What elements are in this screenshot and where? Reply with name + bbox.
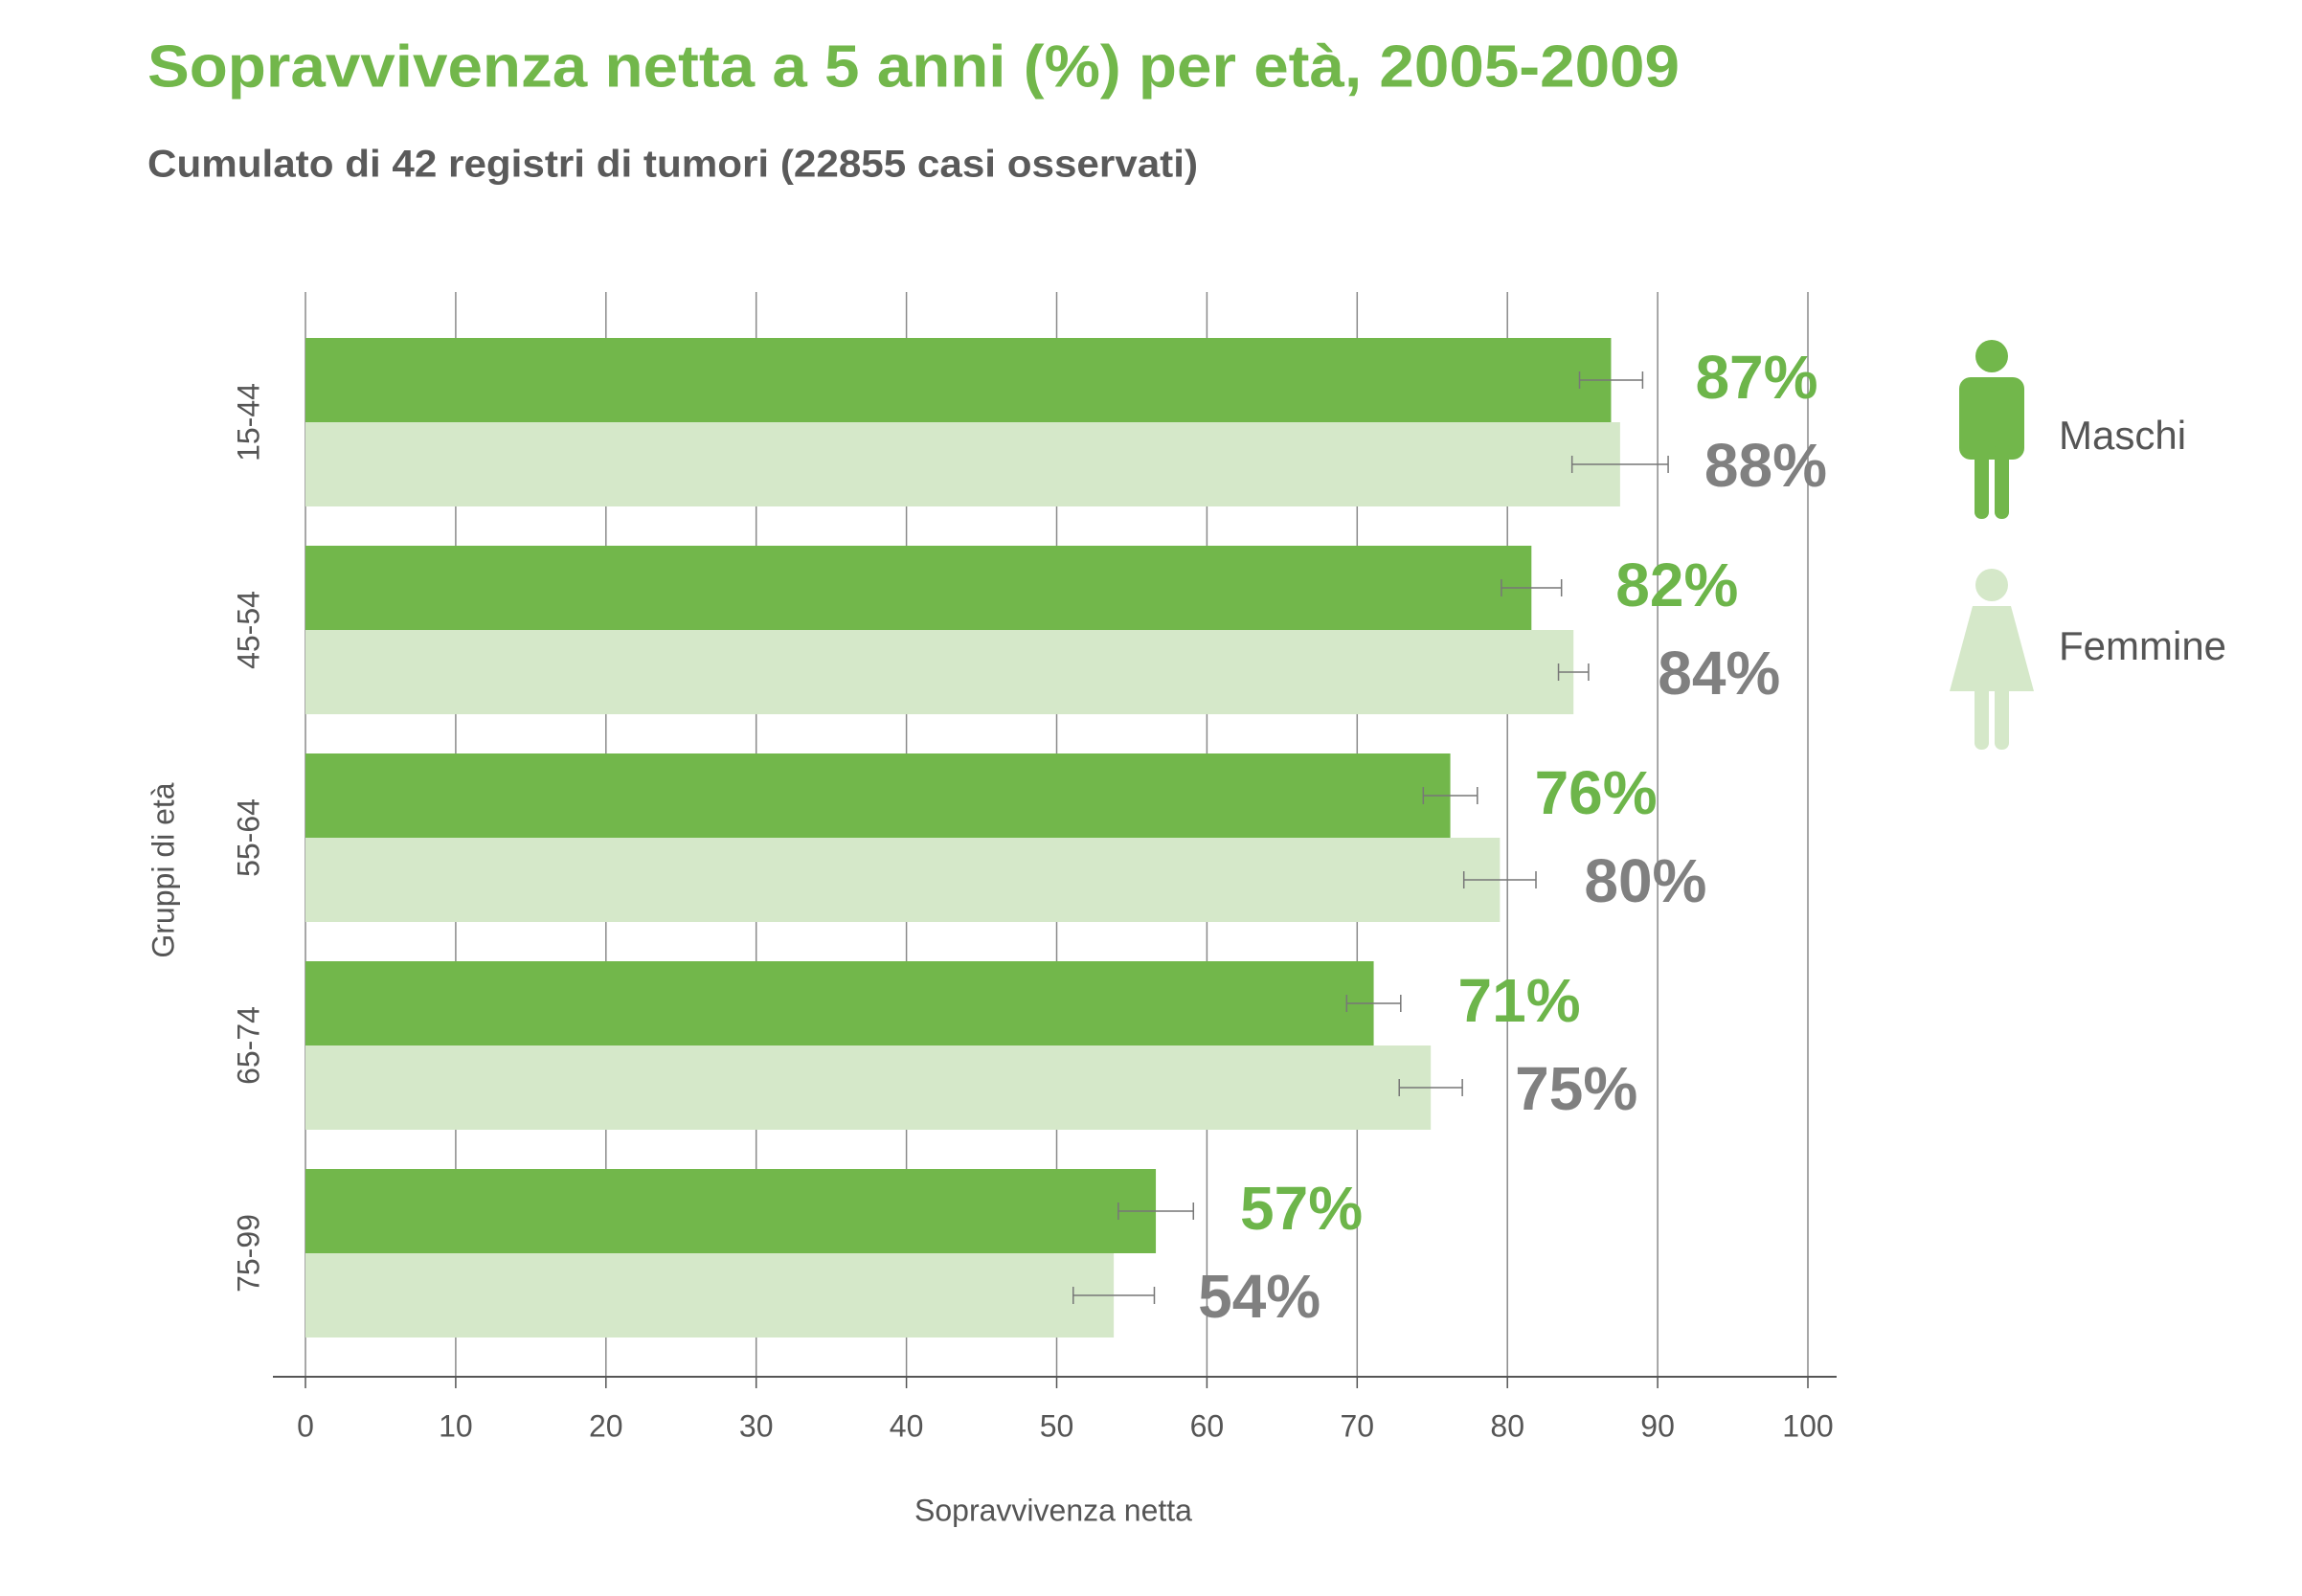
value-label: 71% <box>1458 966 1581 1035</box>
x-tick-label: 60 <box>1190 1408 1225 1443</box>
error-bar <box>1117 1203 1195 1220</box>
bar <box>305 838 1501 922</box>
y-tick-label: 45-54 <box>231 591 265 669</box>
y-tick-label: 55-64 <box>231 798 265 877</box>
x-tick-label: 50 <box>1040 1408 1074 1443</box>
x-tick-label: 80 <box>1490 1408 1524 1443</box>
bar <box>305 1253 1115 1337</box>
bar <box>305 546 1532 630</box>
x-tick-label: 10 <box>439 1408 473 1443</box>
x-tick-label: 0 <box>297 1408 314 1443</box>
x-tick-label: 30 <box>739 1408 774 1443</box>
bar <box>305 961 1374 1045</box>
chart-title: Sopravvivenza netta a 5 anni (%) per età… <box>147 34 1680 100</box>
y-tick-label: 15-44 <box>231 383 265 461</box>
bar <box>305 338 1612 422</box>
x-axis-label: Sopravvivenza netta <box>914 1493 1192 1527</box>
value-label: 82% <box>1615 551 1738 619</box>
error-bar <box>1501 579 1563 596</box>
x-tick-label: 20 <box>589 1408 623 1443</box>
y-tick-label: 75-99 <box>231 1214 265 1293</box>
value-label: 57% <box>1240 1174 1363 1243</box>
error-bar <box>1072 1287 1156 1304</box>
bar <box>305 630 1574 714</box>
value-label: 54% <box>1198 1262 1320 1331</box>
error-bar <box>1570 456 1669 473</box>
value-label: 75% <box>1515 1054 1637 1123</box>
error-bar <box>1557 663 1590 681</box>
value-label: 84% <box>1658 639 1780 708</box>
value-label: 88% <box>1704 431 1827 500</box>
error-bar <box>1422 787 1478 804</box>
x-tick-label: 90 <box>1640 1408 1675 1443</box>
legend-label: Femmine <box>2059 623 2226 668</box>
error-bar <box>1398 1079 1463 1096</box>
x-tick-label: 40 <box>890 1408 924 1443</box>
bar <box>305 1045 1432 1130</box>
error-bar <box>1345 995 1402 1012</box>
legend-label: Maschi <box>2059 413 2186 458</box>
error-bar <box>1462 871 1537 888</box>
y-axis-label: Gruppi di età <box>146 782 180 957</box>
y-tick-label: 65-74 <box>231 1006 265 1085</box>
value-label: 87% <box>1695 343 1817 412</box>
error-bar <box>1578 371 1644 389</box>
bar <box>305 1169 1157 1253</box>
chart-subtitle: Cumulato di 42 registri di tumori (22855… <box>147 144 1198 186</box>
value-label: 80% <box>1584 846 1706 915</box>
legend-icon <box>1950 569 2034 750</box>
legend-icon <box>1959 340 2024 519</box>
x-tick-label: 70 <box>1341 1408 1375 1443</box>
bar <box>305 422 1620 506</box>
value-label: 76% <box>1535 758 1658 827</box>
bar <box>305 753 1451 838</box>
x-tick-label: 100 <box>1782 1408 1833 1443</box>
